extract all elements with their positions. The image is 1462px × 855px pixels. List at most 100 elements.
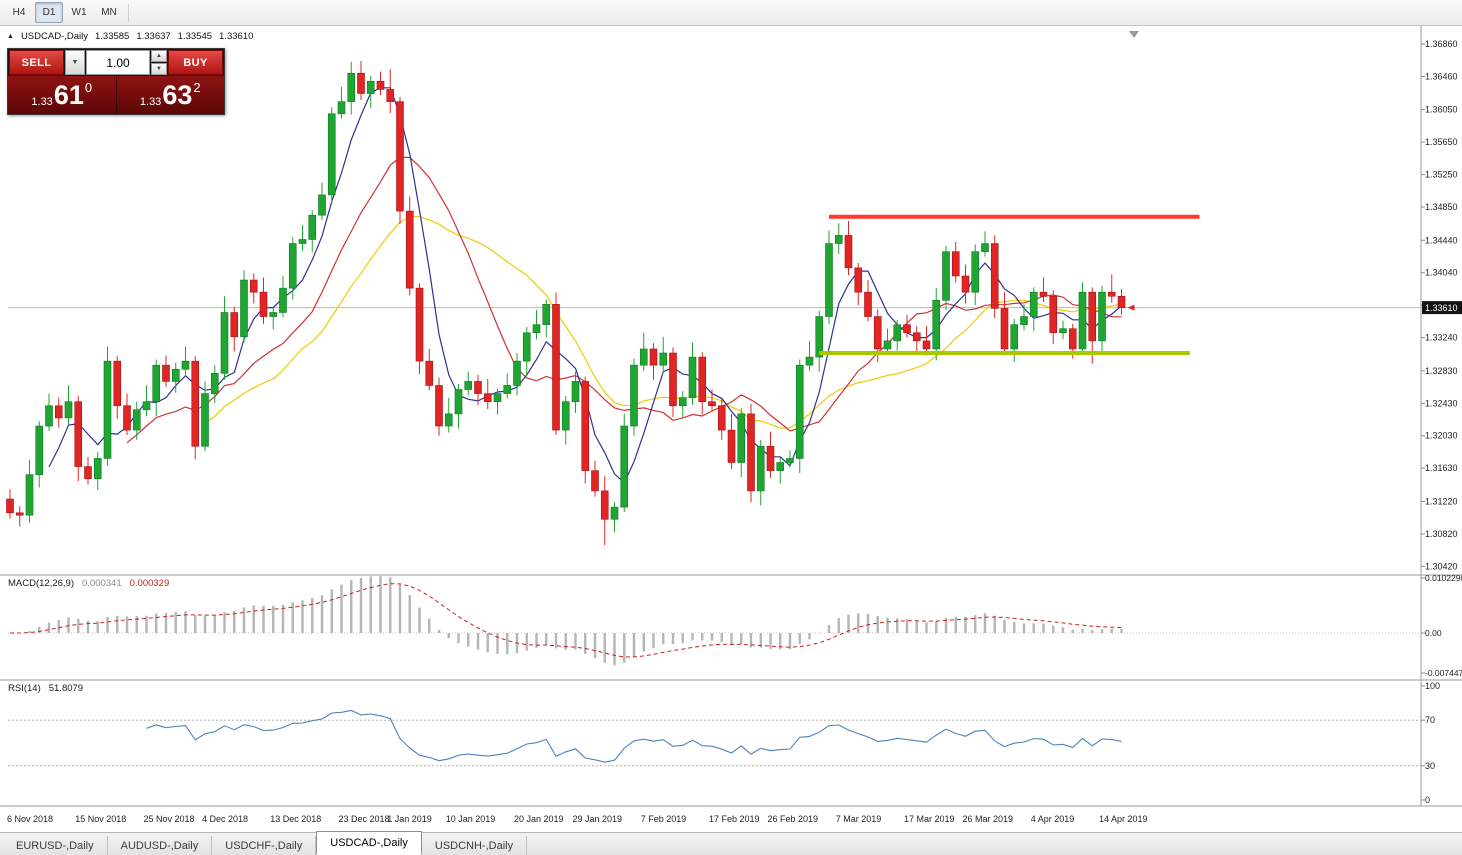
volume-decrease-button[interactable]: ▼ [151,63,167,75]
candle-bull [220,312,229,374]
candle-bear [84,466,92,480]
candle-bear [259,291,268,317]
candle-bull [971,251,980,293]
candle-bear [990,243,999,309]
candle-bull [503,385,512,394]
svg-text:1.31630: 1.31630 [1425,463,1458,473]
candle-bull [152,364,161,402]
candlestick-layer [6,61,1126,546]
chart-shift-marker [1129,31,1139,38]
candle-bull [1098,291,1106,342]
sell-button[interactable]: SELL [9,50,64,75]
macd-axis[interactable]: 0.0102290 0.00 -0.0074477 [1421,573,1462,678]
rsi-line [146,709,1122,763]
bid-price-base: 1.33 [31,96,53,108]
buy-button[interactable]: BUY [168,50,223,75]
candle-bear [951,251,960,277]
candle-bull [522,332,531,362]
ask-price[interactable]: 1.33 63 2 [115,76,225,114]
candle-bear [123,405,131,431]
candle-bear [162,364,170,382]
candle-bull [201,393,209,447]
candle-bull [561,401,570,431]
volume-increase-button[interactable]: ▲ [151,50,167,62]
time-axis-label: 26 Mar 2019 [963,814,1014,824]
candle-bull [737,413,746,463]
svg-text:-0.0074477: -0.0074477 [1425,668,1462,678]
candle-bull [1010,324,1019,350]
candle-bear [1107,291,1116,297]
candle-bear [191,360,200,447]
tab-usdchf-daily[interactable]: USDCHF-,Daily [212,836,317,855]
ohlc-open: 1.33585 [94,31,130,42]
candle-bull [288,243,297,289]
candle-bull [103,360,112,459]
candle-bull [347,72,356,102]
svg-text:1.35250: 1.35250 [1425,170,1458,180]
tab-usdcad-daily[interactable]: USDCAD-,Daily [316,831,422,855]
bid-price[interactable]: 1.33 61 0 [8,76,116,114]
time-axis-label: 17 Feb 2019 [709,814,760,824]
volume-dropdown-button[interactable]: ▼ [65,50,85,75]
price-axis[interactable]: 1.36860 1.36460 1.36050 1.35650 1.35250 1.348… [1421,39,1458,571]
candle-bull [1020,316,1028,325]
timeframe-button-w1[interactable]: W1 [71,7,87,18]
current-price-badge [1422,301,1462,315]
timeframe-button-mn[interactable]: MN [101,7,117,18]
candle-bear [1068,328,1077,350]
candle-bear [844,235,853,269]
volume-input[interactable] [86,50,150,75]
svg-text:1.34440: 1.34440 [1425,235,1458,245]
time-axis-label: 25 Nov 2018 [144,814,195,824]
candle-bull [825,243,833,317]
trade-controls-row: SELL ▼ ▲ ▼ BUY [8,49,224,76]
candle-bull [1029,291,1038,317]
chart-symbol-title: USDCAD-,Daily [20,31,88,42]
candle-bear [415,287,424,362]
time-axis-label: 17 Mar 2019 [904,814,955,824]
timeframe-toolbar: H4 D1 W1 MN [0,0,1462,26]
candle-bull [542,304,551,325]
tab-eurusd-daily[interactable]: EURUSD-,Daily [3,836,108,855]
slow-ma [204,215,1122,429]
time-axis-label: 29 Jan 2019 [573,814,623,824]
one-click-trading-panel: SELL ▼ ▲ ▼ BUY 1.33 61 [7,48,225,115]
candle-bear [376,81,385,90]
macd-name: MACD(12,26,9) [8,578,74,589]
tab-audusd-daily[interactable]: AUDUSD-,Daily [108,836,213,855]
macd-main-value: 0.000341 [82,578,122,589]
chevron-down-icon: ▼ [71,59,79,66]
time-axis[interactable]: 6 Nov 2018 15 Nov 2018 25 Nov 2018 4 Dec 20… [7,814,1148,824]
candle-bull [132,409,141,431]
timeframe-button-d1[interactable]: D1 [35,2,63,23]
macd-pane [8,576,1421,666]
collapse-triangle-icon[interactable]: ▲ [7,33,14,40]
candle-bear [649,348,658,366]
candle-bear [591,470,599,492]
candle-bull [279,287,287,313]
time-axis-label: 10 Jan 2019 [446,814,496,824]
rsi-axis[interactable]: 100 70 30 0 [1421,681,1440,805]
candle-bull [45,405,53,427]
svg-text:1.32430: 1.32430 [1425,398,1458,408]
svg-text:1.31220: 1.31220 [1425,496,1458,506]
bid-ask-display: 1.33 61 0 1.33 63 2 [8,76,224,114]
candle-bull [327,113,336,196]
tab-usdcnh-daily[interactable]: USDCNH-,Daily [422,836,528,855]
macd-indicator-label: MACD(12,26,9) 0.000341 0.000329 [8,578,169,589]
timeframe-button-h4[interactable]: H4 [12,7,26,18]
candle-bear [552,304,560,431]
candle-bull [786,458,794,463]
svg-text:0.0102290: 0.0102290 [1425,573,1462,583]
candle-bull [269,312,278,317]
candle-bull [893,324,902,342]
time-axis-label: 23 Dec 2018 [339,814,390,824]
svg-text:1.33240: 1.33240 [1425,333,1458,343]
candle-bull [318,194,326,216]
candle-bull [513,360,521,386]
chart-window[interactable]: 1.36860 1.36460 1.36050 1.35650 1.35250 1.348… [0,26,1462,832]
macd-signal-value: 0.000329 [129,578,170,589]
chart-canvas[interactable]: 1.36860 1.36460 1.36050 1.35650 1.35250 1.348… [0,26,1462,832]
ohlc-high: 1.33637 [136,31,171,42]
